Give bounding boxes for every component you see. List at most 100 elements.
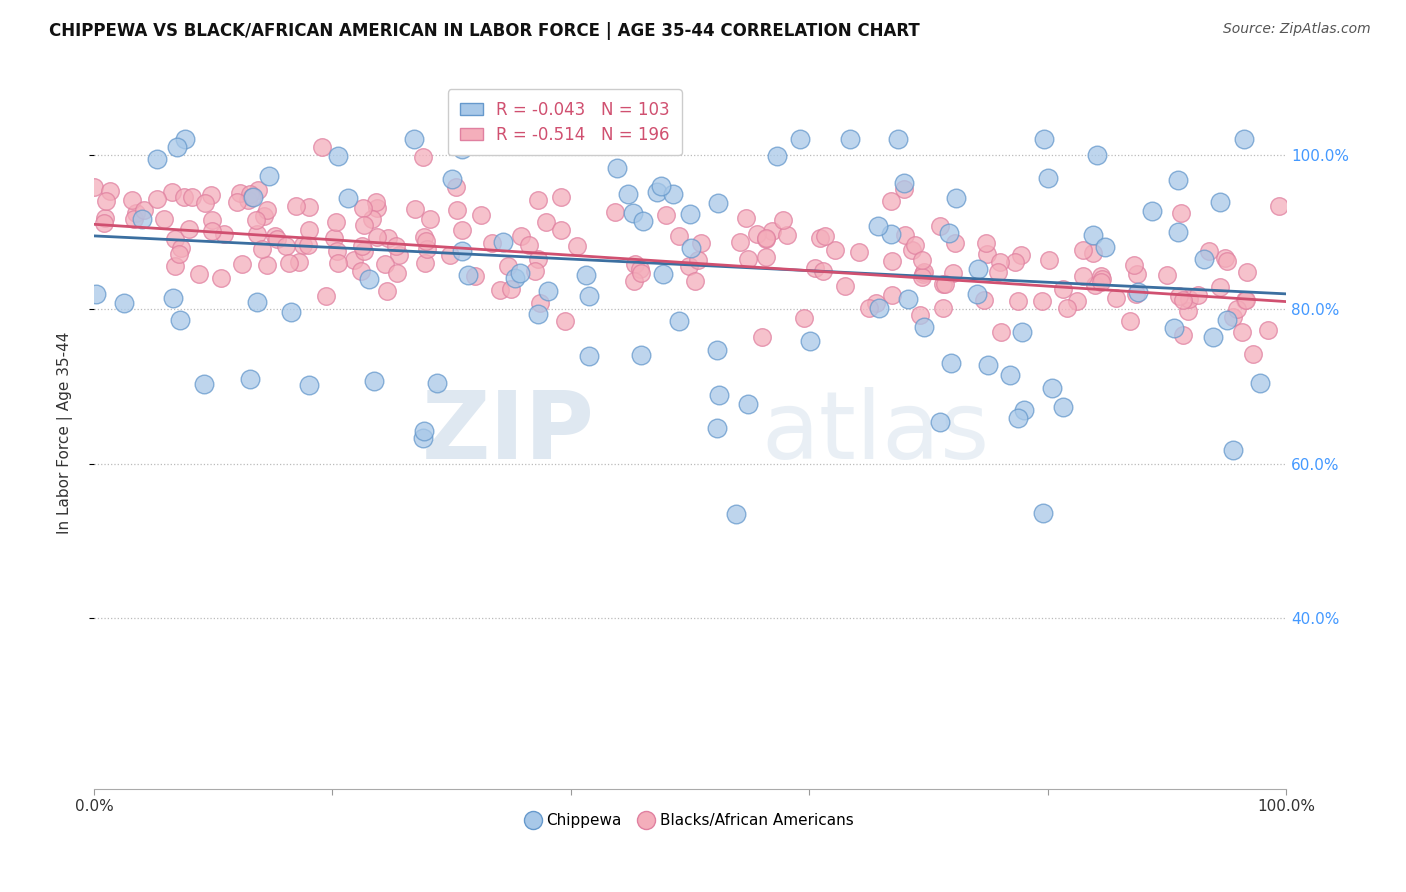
Point [214, 227, 236, 241]
Point [1178, 292, 1201, 306]
Point [374, 257, 396, 271]
Point [1010, 248, 1032, 262]
Point [1052, 401, 1074, 415]
Point [498, 259, 520, 273]
Point [470, 132, 492, 146]
Point [734, 211, 756, 226]
Point [678, 259, 700, 273]
Point [402, 132, 425, 146]
Point [931, 301, 953, 315]
Point [1091, 272, 1114, 286]
Point [737, 252, 759, 267]
Point [813, 264, 835, 278]
Point [451, 142, 474, 156]
Point [803, 261, 825, 276]
Point [789, 132, 811, 146]
Point [900, 244, 922, 258]
Point [685, 274, 707, 288]
Text: CHIPPEWA VS BLACK/AFRICAN AMERICAN IN LABOR FORCE | AGE 35-44 CORRELATION CHART: CHIPPEWA VS BLACK/AFRICAN AMERICAN IN LA… [49, 22, 920, 40]
Point [180, 190, 202, 204]
Point [893, 182, 915, 196]
Point [209, 271, 232, 285]
Point [1090, 269, 1112, 284]
Point [412, 150, 434, 164]
Point [524, 138, 547, 153]
Point [662, 187, 685, 202]
Point [706, 343, 728, 357]
Point [488, 283, 510, 297]
Point [755, 250, 778, 264]
Point [277, 256, 299, 270]
Point [751, 330, 773, 344]
Point [681, 241, 703, 255]
Point [292, 237, 315, 252]
Point [160, 185, 183, 199]
Point [239, 186, 262, 201]
Point [388, 247, 411, 261]
Point [904, 238, 927, 252]
Point [264, 228, 287, 243]
Point [364, 194, 387, 209]
Point [1167, 225, 1189, 239]
Point [245, 227, 267, 242]
Point [444, 179, 467, 194]
Point [631, 213, 654, 227]
Point [834, 279, 856, 293]
Text: Source: ZipAtlas.com: Source: ZipAtlas.com [1223, 22, 1371, 37]
Point [988, 254, 1011, 268]
Point [630, 349, 652, 363]
Point [236, 193, 259, 207]
Point [1004, 254, 1026, 268]
Point [565, 239, 588, 253]
Point [554, 314, 576, 328]
Point [706, 421, 728, 435]
Point [229, 186, 252, 200]
Point [167, 247, 190, 261]
Point [808, 231, 831, 245]
Point [297, 237, 319, 252]
Point [945, 191, 967, 205]
Point [668, 314, 690, 328]
Point [315, 289, 337, 303]
Point [415, 234, 437, 248]
Point [679, 207, 702, 221]
Point [724, 508, 747, 522]
Point [938, 226, 960, 240]
Point [772, 213, 794, 227]
Point [298, 223, 321, 237]
Point [537, 284, 560, 298]
Point [510, 229, 533, 244]
Point [170, 241, 193, 255]
Point [1007, 411, 1029, 425]
Point [824, 243, 846, 257]
Point [668, 229, 690, 244]
Point [865, 295, 887, 310]
Point [603, 204, 626, 219]
Point [426, 376, 449, 390]
Point [384, 239, 406, 253]
Point [450, 223, 472, 237]
Point [441, 171, 464, 186]
Point [1234, 293, 1257, 308]
Point [1171, 293, 1194, 307]
Point [240, 190, 263, 204]
Point [880, 194, 903, 209]
Point [1126, 285, 1149, 299]
Point [188, 267, 211, 281]
Point [524, 264, 547, 278]
Point [977, 359, 1000, 373]
Point [509, 266, 531, 280]
Point [225, 195, 247, 210]
Point [1170, 206, 1192, 220]
Point [357, 272, 380, 286]
Point [839, 132, 862, 146]
Point [1163, 321, 1185, 335]
Point [84, 286, 107, 301]
Point [451, 244, 474, 259]
Point [793, 311, 815, 326]
Point [242, 189, 264, 203]
Point [413, 230, 436, 244]
Point [413, 256, 436, 270]
Point [1249, 376, 1271, 390]
Point [928, 415, 950, 429]
